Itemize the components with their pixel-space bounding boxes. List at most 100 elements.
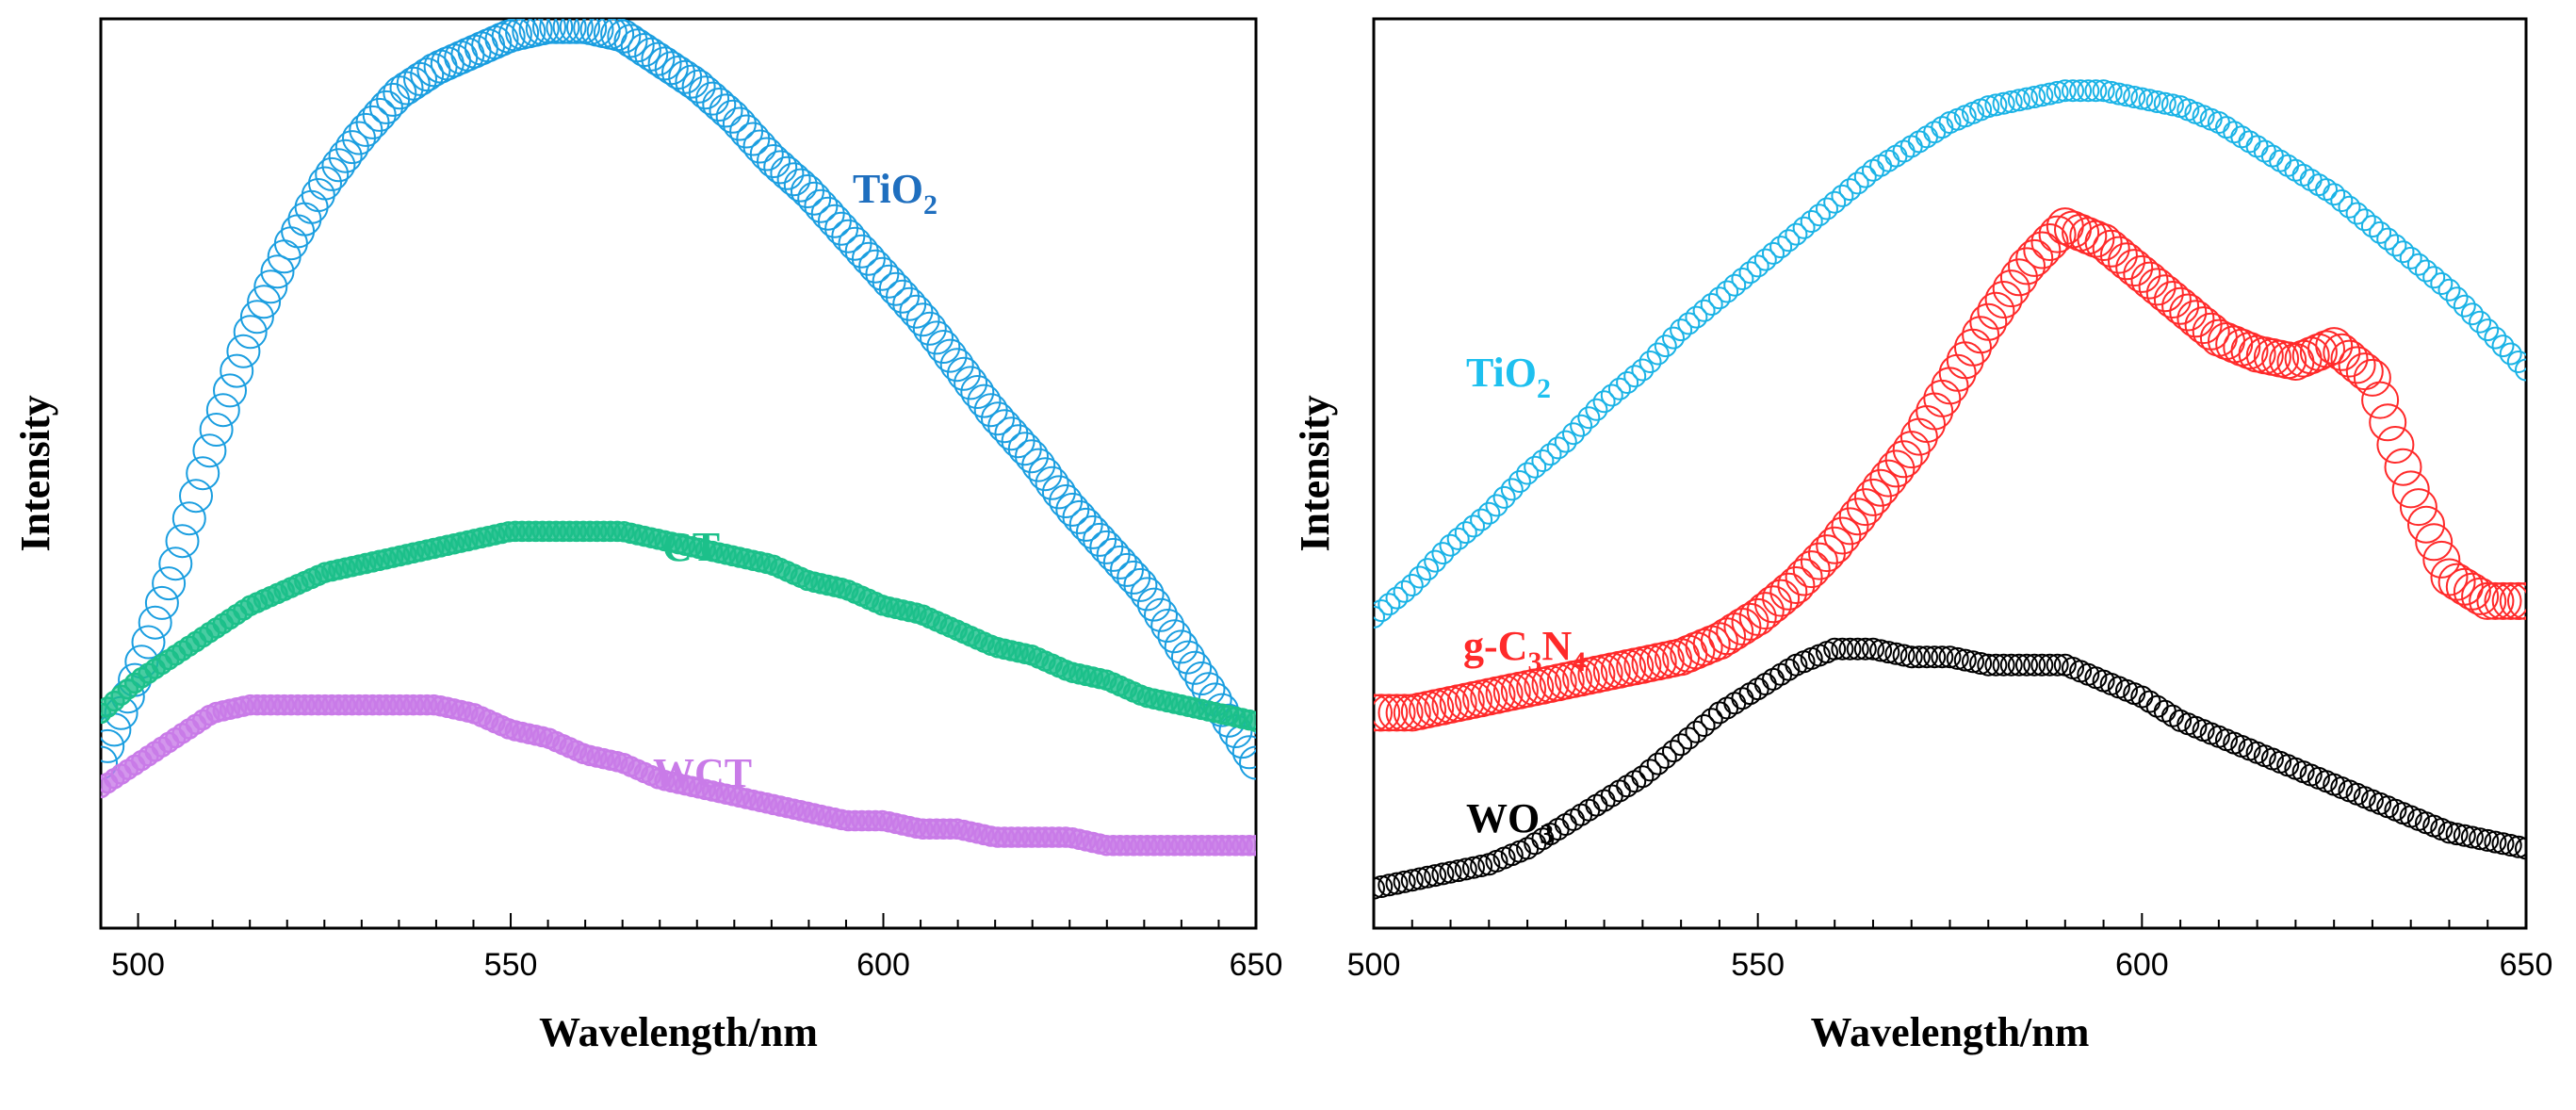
data-point xyxy=(1962,650,1984,674)
data-point xyxy=(1035,465,1069,500)
data-point xyxy=(1692,299,1716,322)
data-point xyxy=(2338,195,2361,219)
x-tick-label: 500 xyxy=(111,947,165,983)
data-point xyxy=(2260,144,2284,168)
y-axis-label: Intensity xyxy=(12,395,58,551)
data-point xyxy=(1570,803,1593,826)
data-point xyxy=(1769,662,1793,686)
data-point xyxy=(559,19,594,44)
data-point xyxy=(1884,642,1908,665)
data-point xyxy=(1753,673,1777,695)
data-point xyxy=(1884,440,1923,479)
data-point xyxy=(1877,641,1900,664)
data-point xyxy=(1785,222,1808,246)
data-point xyxy=(1508,470,1531,493)
data-point xyxy=(2069,217,2108,255)
data-point xyxy=(1477,501,1501,525)
data-point xyxy=(776,162,811,197)
data-point xyxy=(1685,305,1708,329)
data-point xyxy=(2160,93,2184,117)
y-axis-label: Intensity xyxy=(1292,395,1338,551)
data-point xyxy=(757,144,791,178)
data-point xyxy=(2038,653,2062,677)
data-point xyxy=(1130,577,1165,612)
data-point xyxy=(525,19,560,46)
data-point xyxy=(321,148,356,183)
data-point xyxy=(2007,653,2030,677)
data-point xyxy=(2123,254,2161,293)
data-point xyxy=(233,315,268,350)
data-point xyxy=(1846,637,1869,661)
data-point xyxy=(2506,351,2526,373)
data-point xyxy=(1677,726,1701,750)
data-point xyxy=(1378,694,1416,732)
data-point xyxy=(1846,171,1869,195)
data-point xyxy=(1374,876,1385,900)
data-point xyxy=(1374,694,1409,732)
data-point xyxy=(1916,125,1938,149)
series-label-subscript: 4 xyxy=(1572,646,1586,677)
data-point xyxy=(1807,204,1831,227)
data-point xyxy=(1800,542,1838,580)
data-point xyxy=(1393,870,1416,893)
data-point xyxy=(1977,291,2015,330)
data-point xyxy=(2430,272,2454,295)
data-point xyxy=(1592,789,1616,812)
data-point xyxy=(2491,581,2526,620)
data-point xyxy=(960,375,995,409)
data-point xyxy=(1531,449,1555,472)
data-point xyxy=(688,75,723,110)
data-point xyxy=(1416,865,1440,889)
series-label-WCT: WCT xyxy=(653,750,752,796)
data-point xyxy=(1470,855,1493,877)
data-point xyxy=(2046,653,2069,677)
data-point xyxy=(1400,574,1424,596)
data-point xyxy=(239,300,274,335)
data-point xyxy=(2307,173,2330,197)
data-point xyxy=(2445,823,2469,846)
data-point xyxy=(2153,699,2177,723)
data-point xyxy=(1385,694,1424,732)
data-point xyxy=(1662,326,1685,350)
data-point xyxy=(1785,558,1823,596)
data-point xyxy=(1892,431,1931,469)
data-point xyxy=(2215,116,2238,139)
data-point xyxy=(2138,268,2177,306)
series-label-CT: CT xyxy=(662,524,720,570)
data-point xyxy=(1700,708,1723,731)
data-point xyxy=(2499,581,2526,620)
series-CT xyxy=(101,520,1256,732)
data-point xyxy=(2115,84,2138,107)
data-point xyxy=(2299,333,2338,371)
x-tick-label: 500 xyxy=(1347,947,1401,983)
series-WCT xyxy=(101,694,1256,857)
data-point xyxy=(1470,508,1493,531)
data-point xyxy=(2046,80,2069,104)
data-point xyxy=(539,19,574,44)
data-point xyxy=(213,373,247,408)
data-point xyxy=(2330,339,2369,378)
data-point xyxy=(1631,765,1655,789)
data-point xyxy=(946,356,981,391)
data-point xyxy=(273,226,308,261)
data-point xyxy=(2422,540,2461,579)
series-label-text: CT xyxy=(662,524,720,570)
series-label-TiO2: TiO2 xyxy=(1466,350,1551,404)
data-point xyxy=(1753,248,1777,271)
data-point xyxy=(2415,259,2437,283)
data-point xyxy=(1892,644,1916,667)
data-point xyxy=(2130,261,2169,300)
data-point xyxy=(2030,653,2054,677)
data-point xyxy=(1623,365,1647,388)
data-point xyxy=(2099,236,2138,274)
data-point xyxy=(2092,79,2115,103)
data-point xyxy=(2499,834,2522,857)
series-label-subscript: 2 xyxy=(923,189,937,220)
data-point xyxy=(1374,875,1394,898)
data-point xyxy=(308,166,342,201)
series-label-text: N xyxy=(1541,623,1572,669)
data-point xyxy=(715,99,750,134)
data-point xyxy=(1831,507,1869,546)
data-point xyxy=(532,19,566,44)
